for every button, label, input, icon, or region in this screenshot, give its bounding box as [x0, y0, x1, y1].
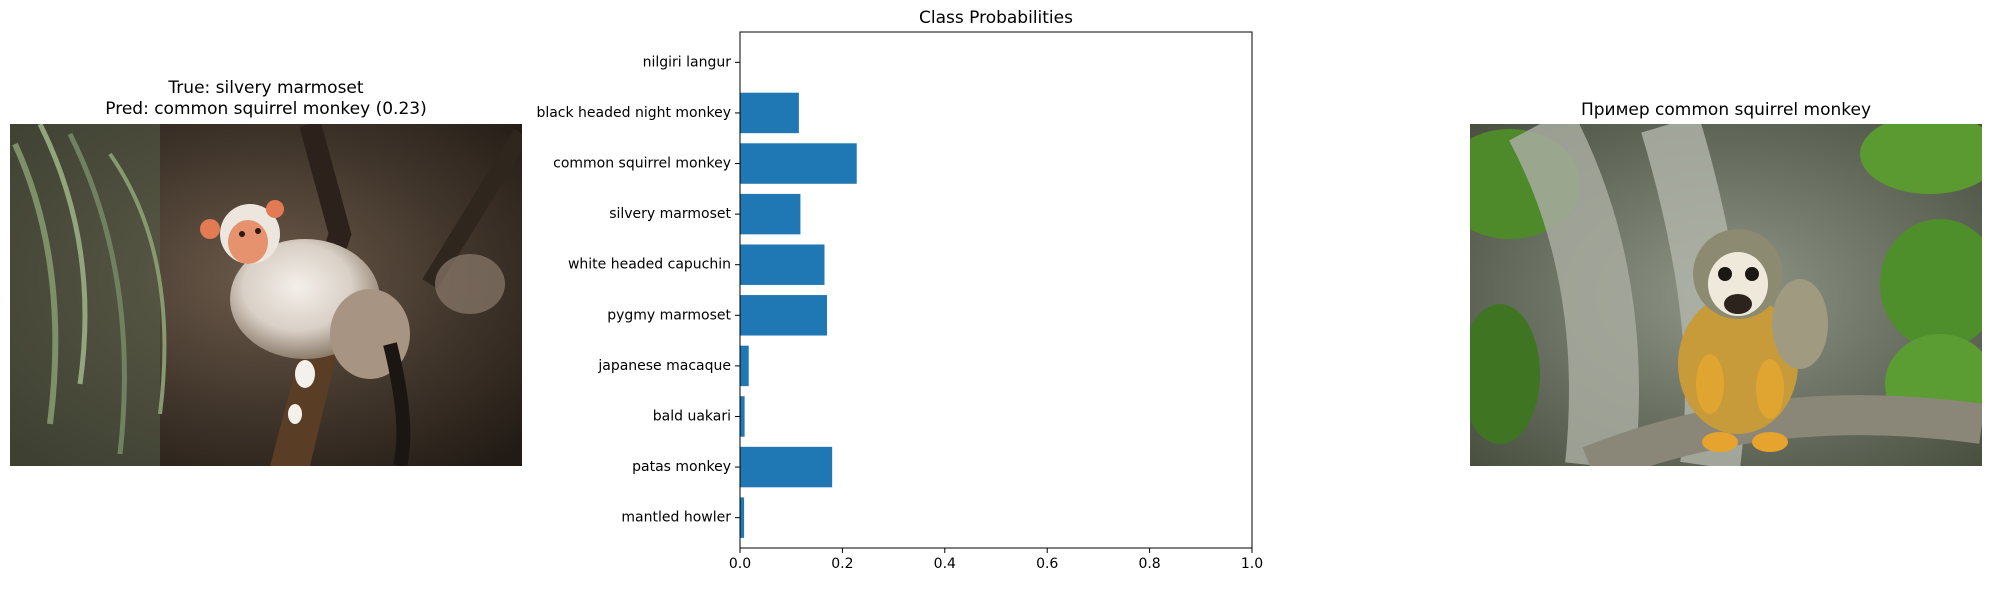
y-tick-label: nilgiri langur	[643, 54, 732, 70]
bar-white-headed-capuchin	[740, 244, 825, 285]
y-tick-label: japanese macaque	[597, 358, 731, 374]
y-tick-label: mantled howler	[621, 510, 731, 526]
y-tick-label: white headed capuchin	[568, 257, 731, 273]
x-tick-label: 0.0	[729, 556, 751, 572]
marmoset-photo	[10, 124, 522, 466]
x-tick-label: 0.2	[831, 556, 853, 572]
plot-frame	[739, 31, 1253, 549]
bar-common-squirrel-monkey	[740, 143, 857, 184]
y-tick-label: black headed night monkey	[536, 105, 731, 121]
bar-silvery-marmoset	[740, 193, 801, 235]
bar-japanese-macaque	[740, 345, 749, 387]
bar-patas-monkey	[740, 446, 833, 488]
pred-label: Pred: common squirrel monkey (0.23)	[105, 99, 427, 119]
bar-mantled-howler	[740, 497, 745, 538]
bar-pygmy-marmoset	[740, 295, 828, 336]
y-tick-label: bald uakari	[653, 408, 731, 424]
x-tick-label: 0.4	[934, 556, 956, 572]
y-tick-label: pygmy marmoset	[607, 307, 731, 323]
true-label: True: silvery marmoset	[168, 78, 364, 98]
y-tick-label: silvery marmoset	[609, 206, 731, 222]
chart-title: Class Probabilities	[919, 8, 1073, 28]
x-tick-label: 1.0	[1241, 556, 1263, 572]
example-photo-title: Пример common squirrel monkey	[1580, 100, 1872, 120]
y-tick-label: common squirrel monkey	[553, 156, 731, 172]
bar-black-headed-night-monkey	[740, 92, 799, 134]
left-photo-title: True: silvery marmoset Pred: common squi…	[10, 78, 522, 120]
bar-bald-uakari	[740, 396, 745, 437]
x-tick-label: 0.8	[1138, 556, 1160, 572]
y-tick-label: patas monkey	[632, 459, 731, 475]
x-tick-label: 0.6	[1036, 556, 1058, 572]
squirrel-monkey-photo	[1470, 124, 1982, 466]
